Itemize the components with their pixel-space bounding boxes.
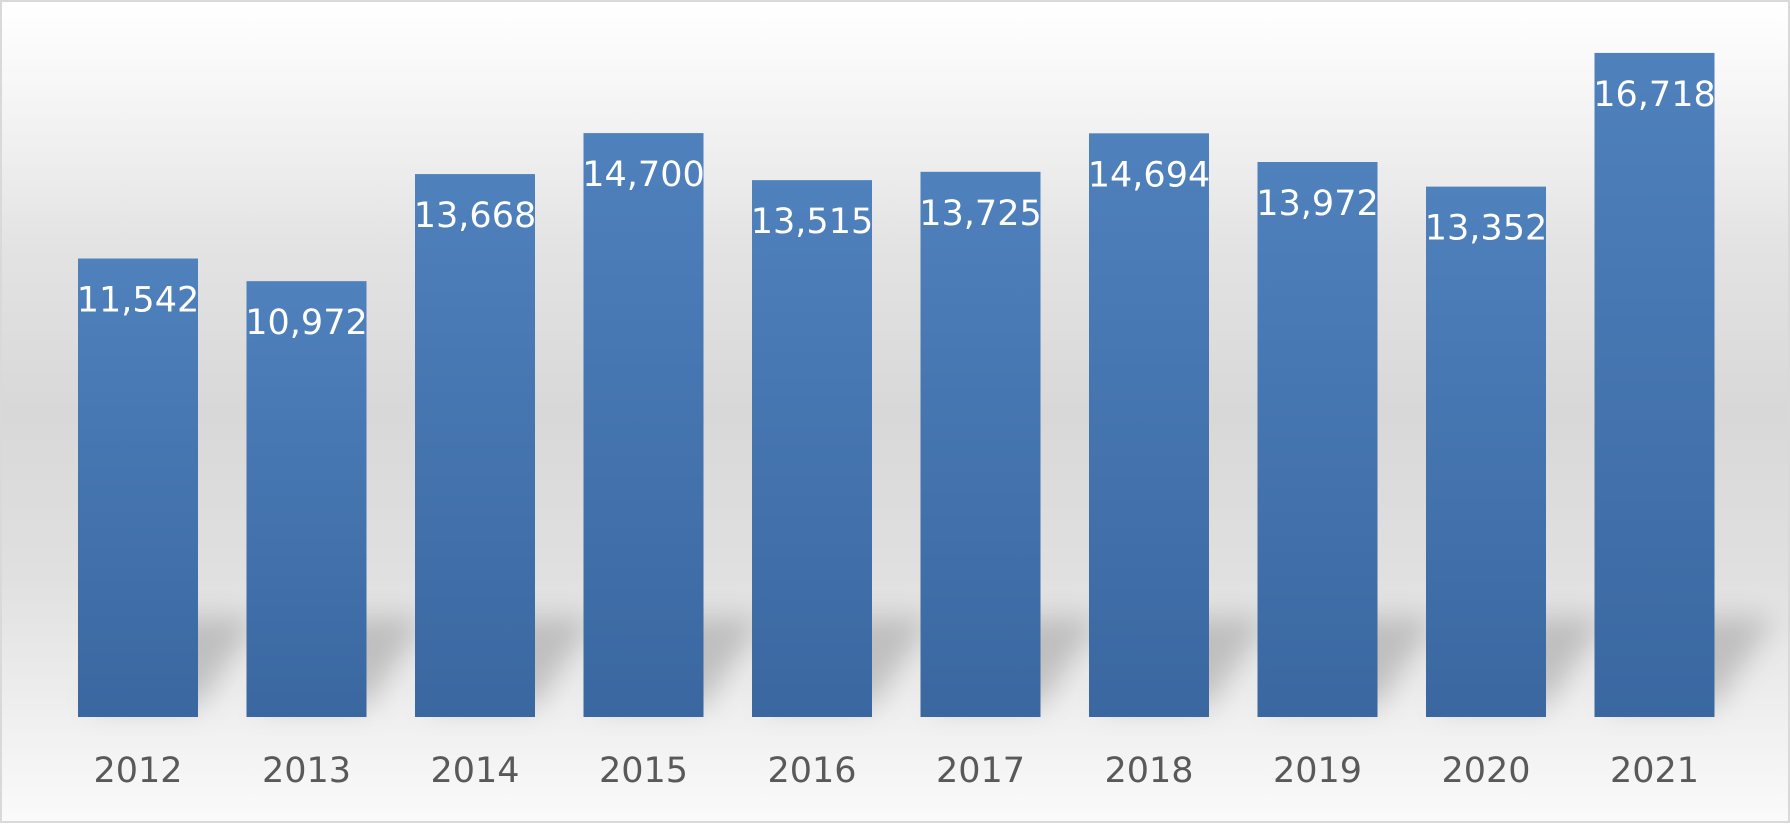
data-label-2013: 10,972 <box>245 303 367 343</box>
data-labels: 11,542 10,972 13,668 14,700 13,515 13,725 14,6… <box>77 75 1716 343</box>
bar-2016 <box>752 180 872 717</box>
data-label-2014: 13,668 <box>414 196 536 236</box>
data-label-2015: 14,700 <box>582 155 704 195</box>
bar-2013 <box>246 281 367 717</box>
data-label-2018: 14,694 <box>1088 155 1210 195</box>
category-label-2013: 2013 <box>262 751 351 791</box>
data-label-2021: 16,718 <box>1593 75 1715 115</box>
data-label-2012: 11,542 <box>77 281 199 321</box>
bar-2020 <box>1426 186 1546 717</box>
category-label-2018: 2018 <box>1104 751 1193 791</box>
bar-2012 <box>78 258 198 717</box>
category-label-2012: 2012 <box>93 751 182 791</box>
category-label-2017: 2017 <box>936 751 1025 791</box>
category-label-2016: 2016 <box>767 751 856 791</box>
bar-2014 <box>415 174 535 717</box>
category-axis: 2012 2013 2014 2015 2016 2017 2018 2019 2020 2021 <box>93 751 1699 791</box>
data-label-2019: 13,972 <box>1256 184 1378 224</box>
data-label-2017: 13,725 <box>919 194 1041 234</box>
bar-2017 <box>920 171 1041 717</box>
data-label-2016: 13,515 <box>751 202 873 242</box>
category-label-2020: 2020 <box>1441 751 1530 791</box>
bar-2019 <box>1257 162 1378 718</box>
bar-2018 <box>1089 133 1209 718</box>
bar-2015 <box>583 133 704 718</box>
data-label-2020: 13,352 <box>1425 209 1547 249</box>
bars <box>78 52 1715 718</box>
bar-2021 <box>1594 52 1715 717</box>
category-label-2015: 2015 <box>599 751 688 791</box>
category-label-2021: 2021 <box>1610 751 1699 791</box>
category-label-2014: 2014 <box>430 751 519 791</box>
category-label-2019: 2019 <box>1273 751 1362 791</box>
